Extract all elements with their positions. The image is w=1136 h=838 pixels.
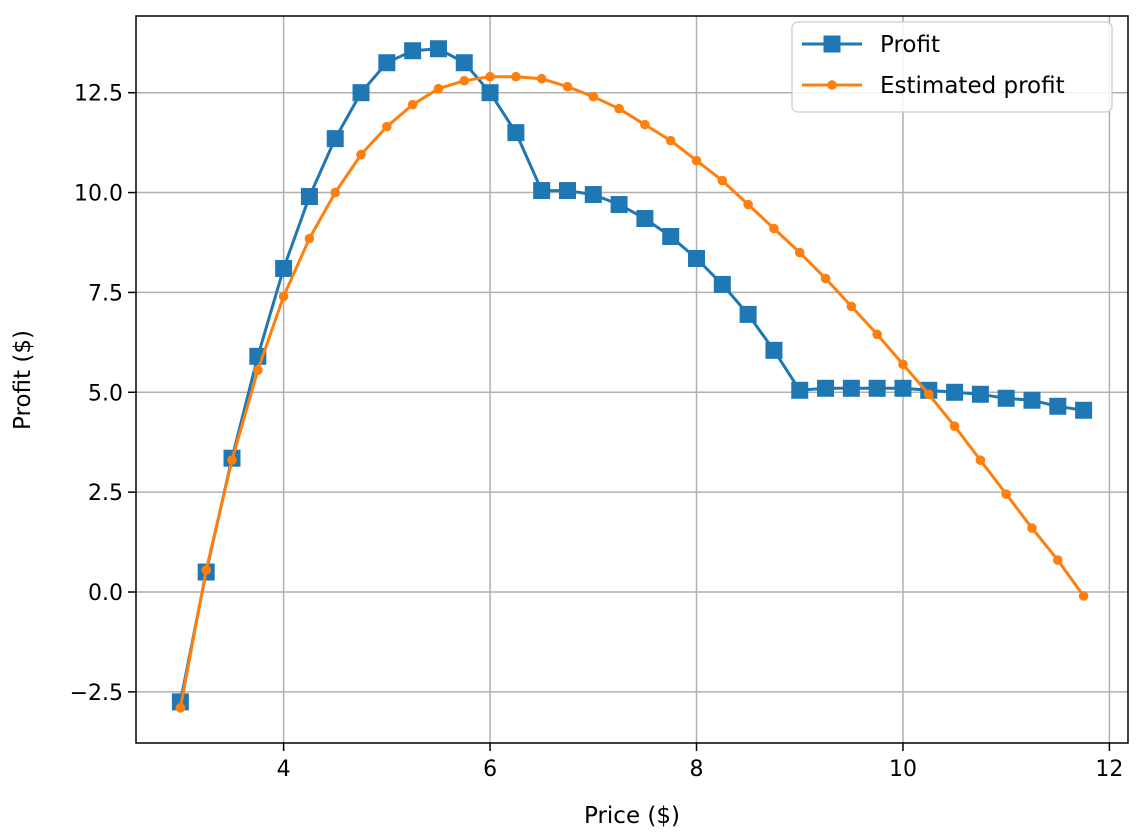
estimated-profit-point xyxy=(536,73,547,84)
profit-point xyxy=(481,84,499,102)
profit-point xyxy=(713,275,731,293)
profit-point xyxy=(275,259,293,277)
estimated-profit-point xyxy=(407,99,418,110)
estimated-profit-point xyxy=(872,329,882,340)
estimated-profit-point xyxy=(588,91,599,102)
plot-frame xyxy=(135,15,1129,744)
x-tick-label: 6 xyxy=(483,757,497,782)
estimated-profit-point xyxy=(304,233,315,244)
profit-point xyxy=(662,227,680,245)
estimated-profit-point xyxy=(433,83,444,94)
profit-point xyxy=(1075,401,1093,419)
estimated-profit-point xyxy=(1053,555,1063,565)
series-line xyxy=(178,47,1084,703)
profit-point xyxy=(739,305,757,323)
y-tick-label: 2.5 xyxy=(88,481,123,506)
x-tick-label: 10 xyxy=(889,757,917,782)
profit-point xyxy=(326,130,344,148)
series-layer xyxy=(171,40,1093,713)
estimated-profit-point xyxy=(382,121,392,132)
estimated-profit-point xyxy=(330,187,341,198)
estimated-profit-point xyxy=(665,135,676,146)
y-tick-label: 10.0 xyxy=(74,182,123,207)
profit-point xyxy=(636,210,654,228)
profit-point xyxy=(404,42,422,60)
estimated-profit-point xyxy=(949,421,960,432)
legend: Profit Estimated profit xyxy=(791,21,1113,113)
estimated-profit-point xyxy=(975,455,986,465)
estimated-profit-point xyxy=(820,273,831,284)
series-0 xyxy=(171,40,1093,711)
estimated-profit-point xyxy=(794,247,805,258)
x-tick-label: 4 xyxy=(277,757,291,782)
estimated-profit-point xyxy=(485,71,495,82)
profit-point xyxy=(610,196,628,214)
estimated-profit-point xyxy=(1078,591,1089,601)
estimated-profit-point xyxy=(175,703,186,713)
profit-point xyxy=(868,379,886,397)
legend-entries: Profit Estimated profit xyxy=(802,32,1065,99)
estimated-profit-point xyxy=(898,359,908,370)
estimated-profit-point xyxy=(640,119,650,130)
profit-point xyxy=(894,379,912,397)
profit-point xyxy=(533,182,551,200)
y-tick-label: 7.5 xyxy=(88,281,123,306)
estimated-profit-point xyxy=(614,103,624,114)
estimated-profit-point xyxy=(511,71,521,82)
legend-label-1: Estimated profit xyxy=(880,73,1065,99)
x-axis-label: Price ($) xyxy=(584,803,680,829)
series-1 xyxy=(175,71,1089,713)
estimated-profit-point xyxy=(278,291,289,302)
estimated-profit-point xyxy=(743,199,753,210)
x-tick-label: 8 xyxy=(690,757,704,782)
profit-point xyxy=(946,383,964,401)
profit-point xyxy=(817,379,835,397)
estimated-profit-point xyxy=(691,155,702,166)
estimated-profit-point xyxy=(201,565,211,575)
estimated-profit-point xyxy=(1001,489,1011,499)
grid-lines xyxy=(136,16,1128,743)
y-tick-label: 12.5 xyxy=(74,82,123,107)
profit-point xyxy=(507,124,525,142)
profit-point xyxy=(584,186,602,204)
legend-label-0: Profit xyxy=(880,32,940,58)
estimated-profit-point xyxy=(1027,523,1037,533)
profit-point xyxy=(791,381,809,399)
profit-point xyxy=(300,188,318,206)
estimated-profit-point xyxy=(769,223,779,234)
series-line xyxy=(178,75,1085,709)
estimated-profit-point xyxy=(562,81,573,92)
y-tick-label: 0.0 xyxy=(88,581,123,606)
estimated-profit-point xyxy=(846,301,857,312)
y-tick-label: 5.0 xyxy=(88,381,123,406)
profit-point xyxy=(455,54,473,72)
profit-point xyxy=(429,40,447,58)
legend-box xyxy=(791,21,1113,113)
estimated-profit-point xyxy=(923,389,934,400)
estimated-profit-point xyxy=(459,75,470,86)
legend-marker-square xyxy=(823,35,841,53)
estimated-profit-point xyxy=(227,455,237,465)
profit-point xyxy=(688,249,706,267)
profit-point xyxy=(378,54,396,72)
y-tick-label: −2.5 xyxy=(70,681,123,706)
profit-point xyxy=(765,341,783,359)
profit-point xyxy=(1023,391,1041,409)
y-axis-label: Profit ($) xyxy=(10,330,36,430)
estimated-profit-point xyxy=(356,149,366,160)
x-tick-label: 12 xyxy=(1095,757,1123,782)
profit-point xyxy=(842,379,860,397)
profit-point xyxy=(971,385,989,403)
profit-point xyxy=(352,84,370,102)
estimated-profit-point xyxy=(717,175,728,186)
legend-marker-circle xyxy=(827,80,837,90)
estimated-profit-point xyxy=(253,365,263,376)
profit-point xyxy=(997,389,1015,407)
axis-ticks: 4 6 8 10 12 −2.5 0.0 2.5 5.0 7.5 10.0 12.5 xyxy=(70,82,1124,782)
profit-point xyxy=(558,182,576,200)
profit-point xyxy=(1049,397,1067,415)
